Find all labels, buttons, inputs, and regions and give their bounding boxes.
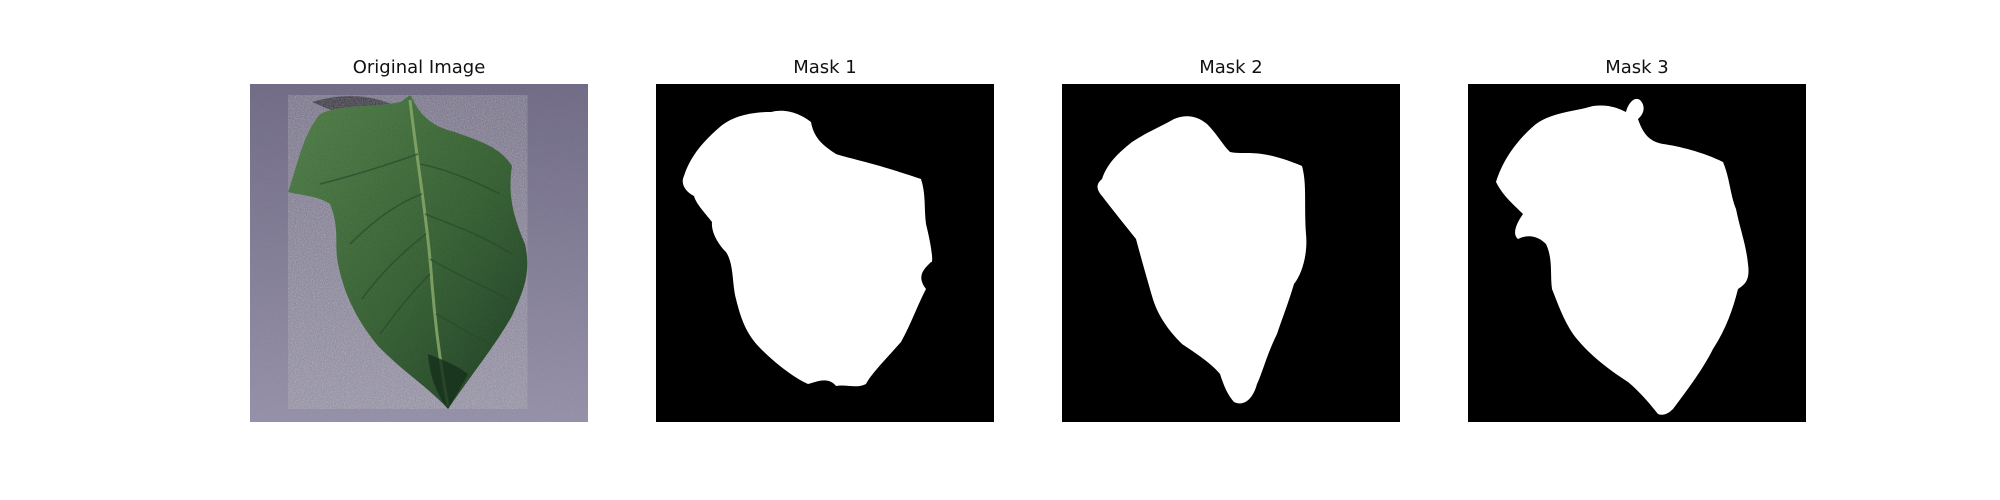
- mask-3-image: [1468, 84, 1806, 422]
- panel-title: Mask 3: [1605, 57, 1669, 78]
- mask-1-image: [656, 84, 994, 422]
- mask-2-image: [1062, 84, 1400, 422]
- leaf-dark-patch: [428, 354, 468, 409]
- leaf-veins: [319, 153, 513, 345]
- panel-title: Mask 1: [793, 57, 857, 78]
- panel-title: Mask 2: [1199, 57, 1263, 78]
- leaf: [288, 95, 528, 409]
- original-leaf-photo: [250, 84, 588, 422]
- panel-title: Original Image: [352, 57, 486, 78]
- mask-foreground: [1496, 98, 1749, 415]
- mask-foreground: [682, 110, 933, 387]
- mask-foreground: [1097, 116, 1307, 404]
